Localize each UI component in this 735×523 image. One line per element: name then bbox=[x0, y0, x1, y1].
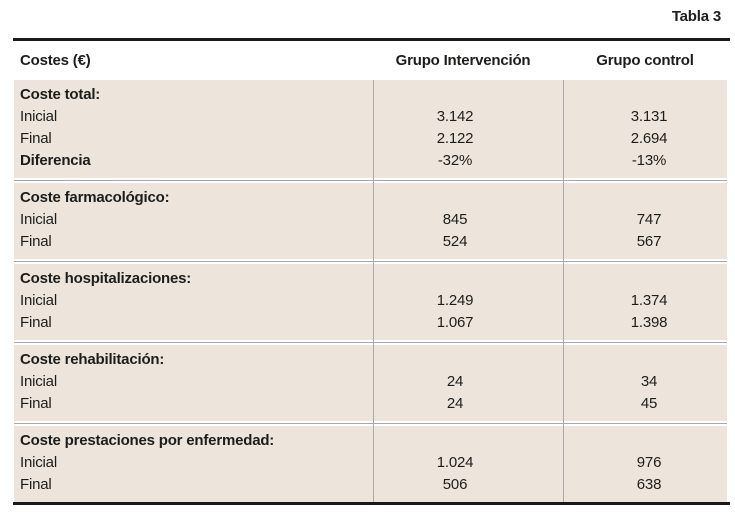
section-title-row: Coste hospitalizaciones: bbox=[14, 268, 727, 290]
table-section: Coste total: Inicial 3.142 3.131 Final 2… bbox=[14, 80, 727, 178]
value-control: 976 bbox=[636, 454, 662, 471]
table-section: Coste rehabilitación: Inicial 24 34 Fina… bbox=[14, 345, 727, 421]
top-rule bbox=[13, 38, 730, 41]
value-control: 45 bbox=[640, 395, 658, 412]
value-intervencion: 1.024 bbox=[436, 454, 474, 471]
row-label: Inicial bbox=[20, 211, 57, 228]
table-section: Coste prestaciones por enfermedad: Inici… bbox=[14, 426, 727, 502]
value-control: 2.694 bbox=[630, 130, 668, 147]
costs-table: Costes (€) Grupo Intervención Grupo cont… bbox=[13, 38, 730, 505]
table-label: Tabla 3 bbox=[671, 8, 721, 25]
table-row: Inicial 1.024 976 bbox=[14, 452, 727, 474]
value-control: 567 bbox=[636, 233, 662, 250]
section-title: Coste prestaciones por enfermedad: bbox=[20, 432, 275, 449]
value-intervencion: 24 bbox=[446, 395, 464, 412]
value-intervencion: 845 bbox=[442, 211, 468, 228]
table-body: Coste total: Inicial 3.142 3.131 Final 2… bbox=[14, 80, 727, 502]
section-title: Coste hospitalizaciones: bbox=[20, 270, 192, 287]
value-control: 1.398 bbox=[630, 314, 668, 331]
row-label: Inicial bbox=[20, 454, 57, 471]
column-divider-2 bbox=[563, 80, 564, 502]
section-separator bbox=[14, 178, 727, 183]
row-label: Final bbox=[20, 476, 52, 493]
table-section: Coste farmacológico: Inicial 845 747 Fin… bbox=[14, 183, 727, 259]
row-label: Final bbox=[20, 130, 52, 147]
table-row: Inicial 3.142 3.131 bbox=[14, 106, 727, 128]
bottom-rule bbox=[13, 502, 730, 505]
row-label: Diferencia bbox=[20, 152, 91, 169]
section-separator bbox=[14, 421, 727, 426]
table-row: Final 24 45 bbox=[14, 393, 727, 415]
value-control: -13% bbox=[631, 152, 667, 169]
table-section: Coste hospitalizaciones: Inicial 1.249 1… bbox=[14, 264, 727, 340]
row-label: Inicial bbox=[20, 373, 57, 390]
section-title-row: Coste rehabilitación: bbox=[14, 349, 727, 371]
value-intervencion: 506 bbox=[442, 476, 468, 493]
value-intervencion: 2.122 bbox=[436, 130, 474, 147]
table-row: Final 524 567 bbox=[14, 231, 727, 253]
value-intervencion: 1.249 bbox=[436, 292, 474, 309]
section-separator bbox=[14, 340, 727, 345]
value-intervencion: 3.142 bbox=[436, 108, 474, 125]
table-row: Inicial 1.249 1.374 bbox=[14, 290, 727, 312]
column-divider-1 bbox=[373, 80, 374, 502]
section-separator bbox=[14, 259, 727, 264]
section-title-row: Coste prestaciones por enfermedad: bbox=[14, 430, 727, 452]
table-row: Final 506 638 bbox=[14, 474, 727, 496]
table-row: Diferencia -32% -13% bbox=[14, 150, 727, 172]
value-intervencion: -32% bbox=[437, 152, 473, 169]
table-row: Final 2.122 2.694 bbox=[14, 128, 727, 150]
section-title: Coste rehabilitación: bbox=[20, 351, 165, 368]
value-control: 747 bbox=[636, 211, 662, 228]
row-label: Final bbox=[20, 395, 52, 412]
value-control: 3.131 bbox=[630, 108, 668, 125]
value-control: 34 bbox=[640, 373, 658, 390]
table-row: Final 1.067 1.398 bbox=[14, 312, 727, 334]
value-control: 1.374 bbox=[630, 292, 668, 309]
value-intervencion: 1.067 bbox=[436, 314, 474, 331]
table-row: Inicial 845 747 bbox=[14, 209, 727, 231]
column-header-grupo-control: Grupo control bbox=[596, 52, 694, 69]
value-intervencion: 24 bbox=[446, 373, 464, 390]
table-row: Inicial 24 34 bbox=[14, 371, 727, 393]
section-title: Coste total: bbox=[20, 86, 101, 103]
section-title: Coste farmacológico: bbox=[20, 189, 170, 206]
section-title-row: Coste farmacológico: bbox=[14, 187, 727, 209]
row-label: Inicial bbox=[20, 108, 57, 125]
row-label: Final bbox=[20, 314, 52, 331]
column-header-costes: Costes (€) bbox=[20, 52, 91, 69]
column-header-grupo-intervencion: Grupo Intervención bbox=[395, 52, 531, 69]
table-header-row: Costes (€) Grupo Intervención Grupo cont… bbox=[13, 41, 730, 80]
row-label: Inicial bbox=[20, 292, 57, 309]
value-control: 638 bbox=[636, 476, 662, 493]
row-label: Final bbox=[20, 233, 52, 250]
section-title-row: Coste total: bbox=[14, 84, 727, 106]
value-intervencion: 524 bbox=[442, 233, 468, 250]
